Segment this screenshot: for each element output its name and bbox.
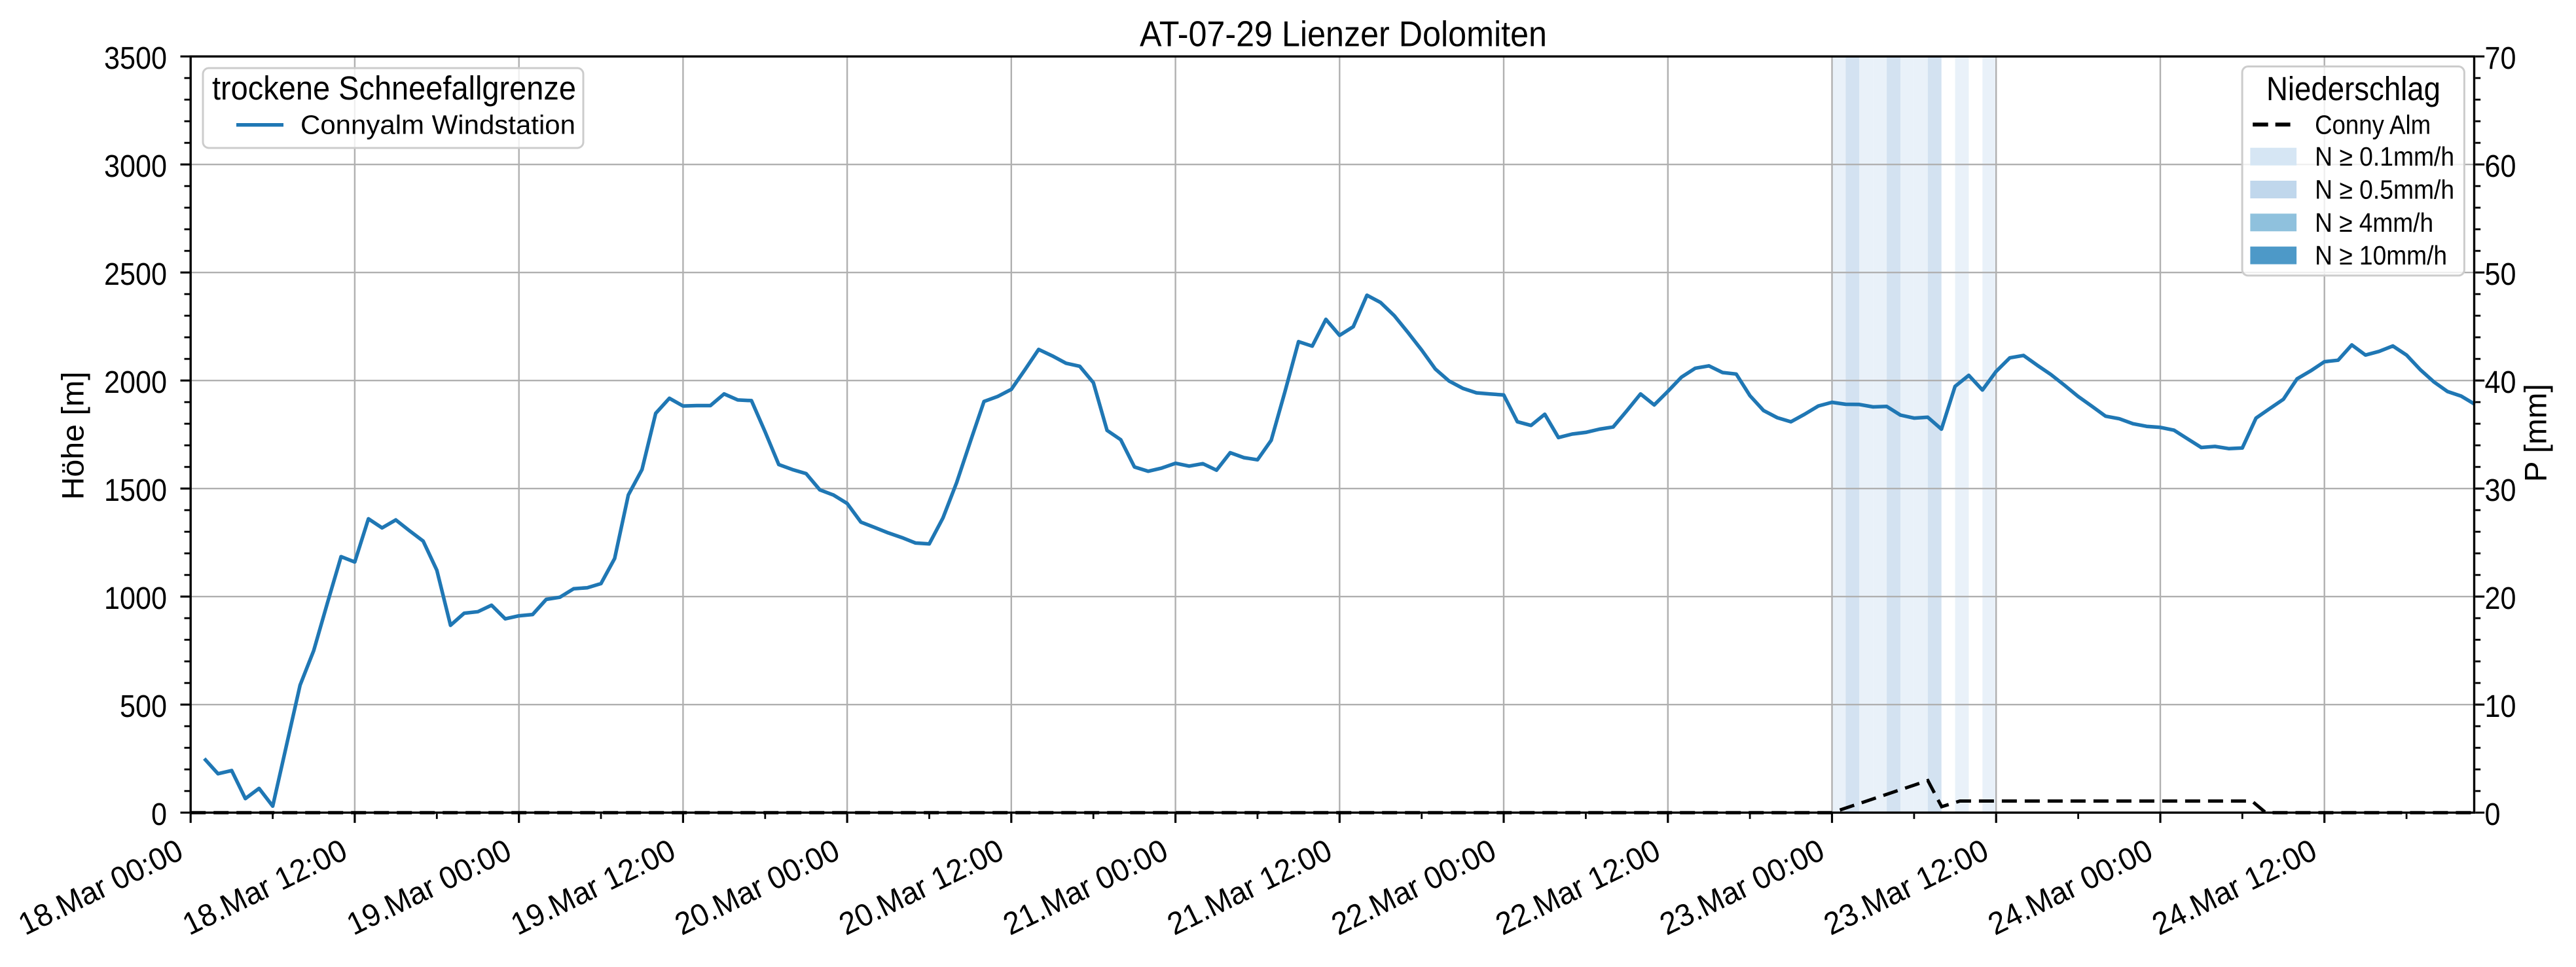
svg-text:N ≥ 4mm/h: N ≥ 4mm/h — [2315, 208, 2433, 238]
svg-text:10: 10 — [2485, 689, 2516, 724]
svg-text:40: 40 — [2485, 365, 2516, 400]
svg-text:2000: 2000 — [104, 365, 167, 400]
svg-text:0: 0 — [151, 797, 167, 832]
svg-text:P [mm]: P [mm] — [2518, 384, 2553, 482]
svg-text:500: 500 — [120, 689, 167, 724]
svg-text:AT-07-29 Lienzer Dolomiten: AT-07-29 Lienzer Dolomiten — [1140, 14, 1547, 54]
svg-text:N ≥ 0.1mm/h: N ≥ 0.1mm/h — [2315, 141, 2454, 172]
svg-text:30: 30 — [2485, 473, 2516, 508]
svg-text:N ≥ 0.5mm/h: N ≥ 0.5mm/h — [2315, 175, 2454, 205]
svg-text:1500: 1500 — [104, 473, 167, 508]
svg-text:20: 20 — [2485, 581, 2516, 616]
svg-text:1000: 1000 — [104, 581, 167, 616]
svg-text:Conny Alm: Conny Alm — [2315, 110, 2431, 140]
svg-text:Höhe [m]: Höhe [m] — [56, 372, 90, 500]
svg-text:50: 50 — [2485, 257, 2516, 292]
svg-text:3500: 3500 — [104, 41, 167, 76]
svg-text:trockene Schneefallgrenze: trockene Schneefallgrenze — [212, 69, 576, 107]
svg-text:N ≥ 10mm/h: N ≥ 10mm/h — [2315, 240, 2447, 270]
svg-text:2500: 2500 — [104, 257, 167, 292]
svg-text:Niederschlag: Niederschlag — [2266, 70, 2440, 107]
svg-text:60: 60 — [2485, 149, 2516, 184]
svg-text:0: 0 — [2485, 797, 2501, 832]
svg-text:3000: 3000 — [104, 149, 167, 184]
svg-text:Connyalm Windstation: Connyalm Windstation — [300, 110, 575, 140]
svg-text:70: 70 — [2485, 41, 2516, 76]
